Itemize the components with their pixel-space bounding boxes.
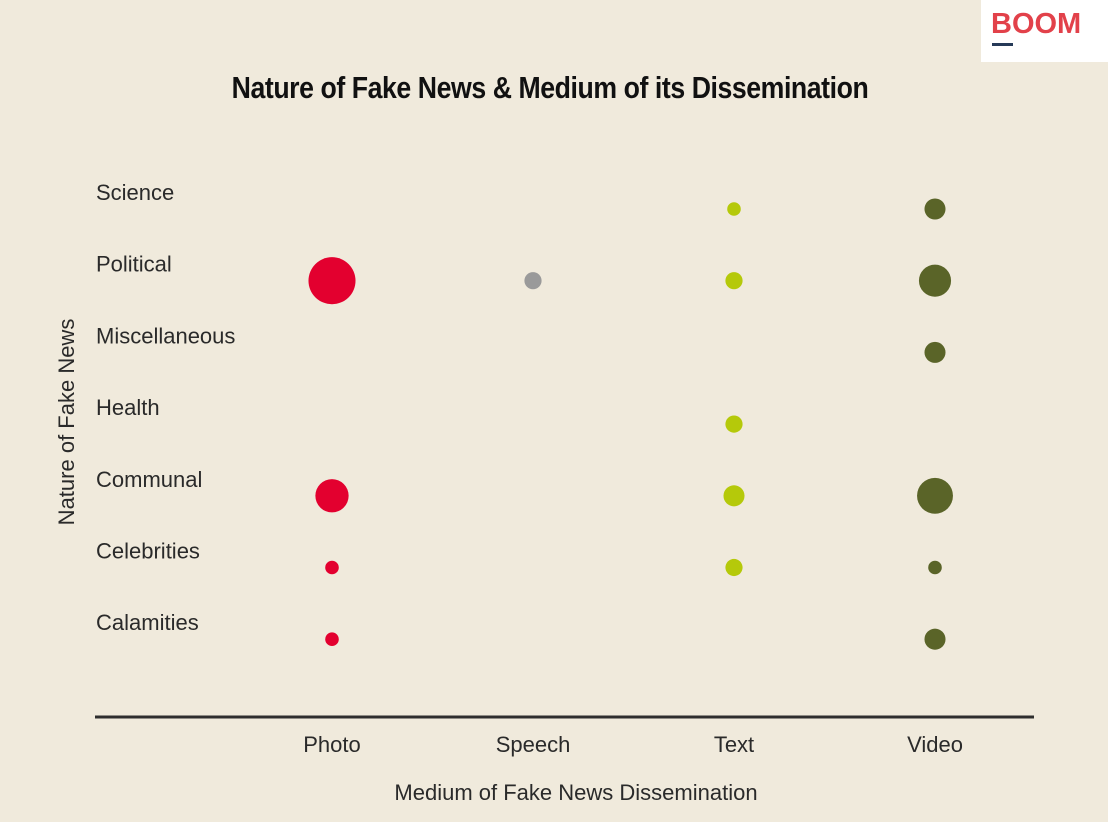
chart-title: Nature of Fake News & Medium of its Diss… [231, 70, 869, 105]
y-category-label: Communal [96, 467, 202, 492]
logo-background [981, 0, 1108, 62]
bubble-photo-political [308, 257, 356, 305]
y-category-label: Political [96, 252, 172, 277]
x-category-label: Video [907, 732, 963, 757]
bubble-video-science [924, 198, 946, 220]
bubble-text-communal [723, 485, 745, 507]
bubble-photo-celebrities [325, 560, 339, 575]
bubble-text-celebrities [725, 558, 743, 577]
x-category-label: Text [714, 732, 754, 757]
y-category-label: Science [96, 180, 174, 205]
x-category-labels: Photo Speech Text Video [303, 732, 963, 757]
y-category-label: Calamities [96, 610, 199, 635]
bubble-video-miscellaneous [924, 341, 946, 363]
x-axis-label: Medium of Fake News Dissemination [394, 780, 757, 805]
y-axis-label: Nature of Fake News [54, 319, 79, 526]
bubble-speech-political [524, 272, 542, 290]
bubble-video-celebrities [928, 560, 942, 575]
boom-logo: BOOM [991, 8, 1082, 40]
x-category-label: Speech [496, 732, 571, 757]
y-category-label: Health [96, 395, 160, 420]
bubble-video-calamities [924, 628, 946, 650]
y-category-labels: Science Political Miscellaneous Health Commu… [96, 180, 235, 635]
x-category-label: Photo [303, 732, 361, 757]
bubble-marks [308, 198, 953, 650]
bubble-text-political [725, 272, 743, 290]
bubble-photo-calamities [325, 632, 339, 646]
bubble-video-communal [917, 477, 953, 514]
logo-underline [992, 43, 1013, 46]
bubble-video-political [918, 264, 952, 297]
bubble-text-health [725, 415, 743, 433]
y-category-label: Miscellaneous [96, 323, 235, 348]
y-category-label: Celebrities [96, 539, 200, 564]
bubble-text-science [727, 202, 741, 216]
bubble-photo-communal [315, 479, 349, 513]
